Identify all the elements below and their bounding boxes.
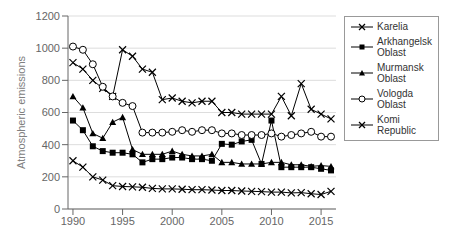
html-text:Murmansk Oblast: Murmansk Oblast: [377, 62, 424, 84]
svg-text:0: 0: [54, 203, 60, 215]
svg-text:Atmospheric emissions: Atmospheric emissions: [15, 55, 27, 169]
svg-text:2005: 2005: [210, 215, 234, 227]
html-text:Vologda Oblast: Vologda Oblast: [377, 88, 414, 110]
svg-text:600: 600: [42, 106, 60, 118]
svg-text:1995: 1995: [110, 215, 134, 227]
html-text:Arkhangelsk Oblast: Arkhangelsk Oblast: [377, 36, 432, 58]
svg-text:200: 200: [42, 171, 60, 183]
html-text:Komi Republic: Komi Republic: [377, 114, 416, 136]
svg-text:800: 800: [42, 74, 60, 86]
svg-text:1000: 1000: [36, 42, 60, 54]
svg-text:2010: 2010: [259, 215, 283, 227]
svg-text:1990: 1990: [61, 215, 85, 227]
html-text:Karelia: Karelia: [377, 21, 409, 32]
svg-text:1200: 1200: [36, 10, 60, 22]
svg-text:2000: 2000: [160, 215, 184, 227]
svg-text:2015: 2015: [309, 215, 333, 227]
svg-text:400: 400: [42, 139, 60, 151]
